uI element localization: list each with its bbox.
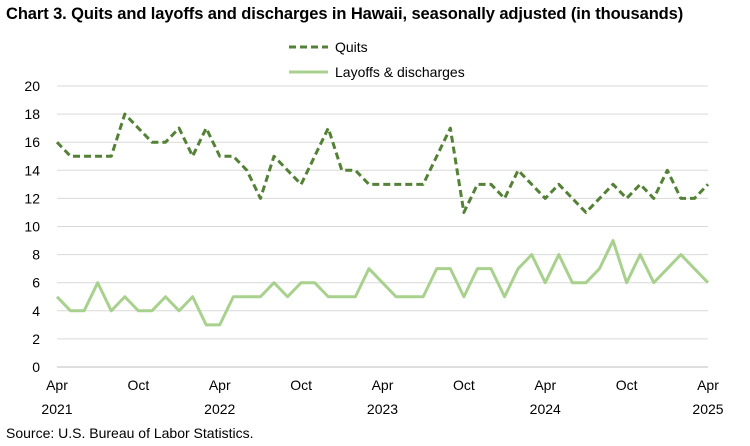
- x-tick-year: 2022: [204, 401, 235, 417]
- x-tick-month: Apr: [697, 377, 719, 393]
- x-axis-ticks: Apr 2021 Oct Apr 2022 Oct Apr 2023 Oct Apr 2024 Oct…: [41, 377, 723, 417]
- y-tick-label: 20: [24, 78, 40, 94]
- x-tick-month: Apr: [534, 377, 556, 393]
- y-tick-label: 14: [24, 162, 40, 178]
- x-tick-month: Oct: [453, 377, 475, 393]
- series-line-layoffs-discharges: [55, 239, 710, 327]
- y-tick-label: 0: [32, 359, 40, 375]
- x-tick-month: Apr: [46, 377, 68, 393]
- y-tick-label: 6: [32, 275, 40, 291]
- x-tick-year: 2024: [530, 401, 561, 417]
- x-tick-month: Oct: [127, 377, 149, 393]
- legend-label: Quits: [335, 39, 368, 55]
- gridlines: [57, 85, 708, 368]
- y-tick-label: 12: [24, 190, 40, 206]
- x-tick-year: 2023: [367, 401, 398, 417]
- y-axis-ticks: 0 2 4 6 8 10 12 14 16 18 20: [24, 78, 40, 375]
- series-line-quits: [55, 112, 710, 214]
- y-tick-label: 16: [24, 134, 40, 150]
- source-note: Source: U.S. Bureau of Labor Statistics.: [6, 425, 254, 441]
- x-tick-month: Apr: [372, 377, 394, 393]
- series-lines: [55, 112, 710, 327]
- y-tick-label: 18: [24, 106, 40, 122]
- x-tick-month: Oct: [290, 377, 312, 393]
- x-tick-year: 2021: [41, 401, 72, 417]
- y-tick-label: 8: [32, 247, 40, 263]
- y-tick-label: 10: [24, 219, 40, 235]
- x-tick-month: Apr: [209, 377, 231, 393]
- x-tick-year: 2025: [692, 401, 723, 417]
- chart-title: Chart 3. Quits and layoffs and discharge…: [6, 5, 684, 23]
- legend: Quits Layoffs & discharges: [289, 39, 465, 80]
- legend-label: Layoffs & discharges: [335, 64, 465, 80]
- y-tick-label: 4: [32, 303, 40, 319]
- x-tick-month: Oct: [616, 377, 638, 393]
- y-tick-label: 2: [32, 331, 40, 347]
